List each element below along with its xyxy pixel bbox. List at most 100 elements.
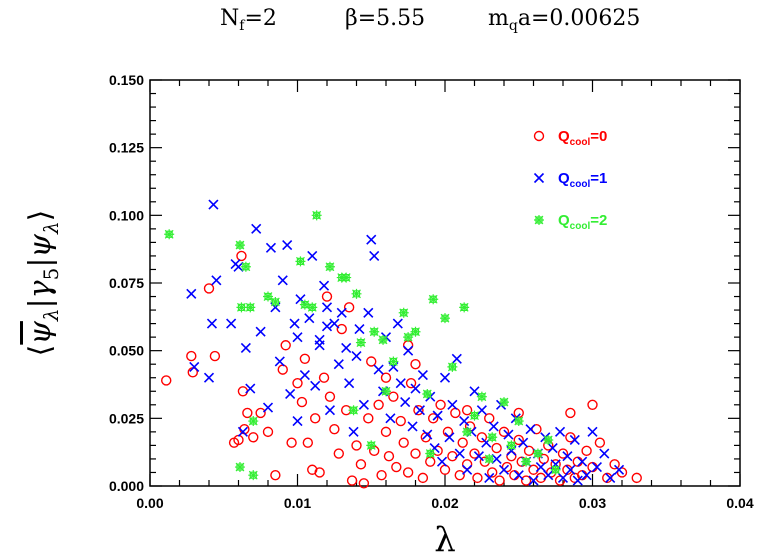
data-point-series-1 <box>454 448 465 459</box>
y-axis-label: ⟨ψλ|γ5|ψλ⟩ <box>23 210 63 357</box>
data-point-series-0 <box>314 467 325 478</box>
data-point-series-2 <box>245 302 256 313</box>
data-point-series-0 <box>447 451 458 462</box>
data-point-series-1 <box>562 451 573 462</box>
data-point-series-1 <box>336 307 347 318</box>
data-point-series-1 <box>321 302 333 313</box>
data-point-series-1 <box>395 378 406 389</box>
data-point-series-2 <box>487 432 498 443</box>
data-point-series-1 <box>324 405 336 416</box>
data-point-series-2 <box>234 240 245 251</box>
data-point-series-0 <box>602 472 613 484</box>
data-point-series-1 <box>211 275 222 286</box>
data-point-series-0 <box>270 469 281 481</box>
data-point-series-1 <box>189 361 200 372</box>
data-point-series-2 <box>164 229 175 240</box>
data-point-series-0 <box>292 377 303 389</box>
data-point-series-0 <box>491 442 502 454</box>
y-tick-label: 0.050 <box>109 343 144 359</box>
data-point-series-1 <box>554 426 566 437</box>
data-point-series-0 <box>402 467 414 478</box>
title-mq-sub: q <box>509 18 518 34</box>
data-point-series-0 <box>454 469 465 481</box>
data-point-series-2 <box>506 440 517 451</box>
x-tick-label: 0.02 <box>431 495 458 511</box>
data-point-series-2 <box>550 464 561 475</box>
data-point-series-2 <box>240 261 251 272</box>
data-point-series-2 <box>295 256 306 267</box>
data-point-series-2 <box>459 302 470 313</box>
data-point-series-2 <box>388 356 399 367</box>
x-tick-label: 0.03 <box>579 495 606 511</box>
data-point-series-2 <box>469 410 480 421</box>
data-point-series-0 <box>324 391 336 402</box>
y-tick-label: 0.125 <box>109 140 144 156</box>
data-point-series-0 <box>457 437 468 448</box>
data-point-series-1 <box>432 410 443 421</box>
data-point-series-0 <box>609 459 620 470</box>
data-point-series-0 <box>398 437 409 448</box>
data-point-series-1 <box>605 472 616 483</box>
svg-text:mqa=0.00625: mqa=0.00625 <box>488 6 640 34</box>
data-point-series-0 <box>554 475 566 486</box>
x-axis-label: λ <box>434 520 456 554</box>
data-point-series-0 <box>509 469 520 481</box>
data-point-series-0 <box>299 353 311 364</box>
title-beta: β=5.55 <box>345 6 425 31</box>
data-point-series-0 <box>343 302 355 313</box>
data-point-series-1 <box>547 443 558 454</box>
data-point-series-2 <box>447 361 458 372</box>
data-point-series-0 <box>535 472 547 484</box>
x-axis: 0.00 0.01 0.02 0.03 0.04 <box>136 80 754 511</box>
ylabel-lambda-2: λ <box>39 221 63 235</box>
data-point-series-1 <box>186 288 197 299</box>
legend-marker-0 <box>533 130 545 142</box>
data-point-series-0 <box>336 323 347 335</box>
data-point-series-1 <box>535 461 546 473</box>
data-point-series-1 <box>329 318 340 329</box>
data-point-series-0 <box>307 464 318 475</box>
data-point-series-1 <box>363 307 374 318</box>
x-tick-label: 0.00 <box>136 495 163 511</box>
data-point-series-1 <box>277 275 288 286</box>
data-point-series-0 <box>363 413 374 424</box>
legend-marker-1 <box>533 172 545 184</box>
y-tick-label: 0.075 <box>109 275 144 291</box>
data-point-series-2 <box>521 456 532 467</box>
title-nf-value: =2 <box>244 6 276 31</box>
data-point-series-0 <box>581 445 592 457</box>
data-point-series-1 <box>410 383 421 394</box>
data-point-series-0 <box>572 456 583 467</box>
data-point-series-1 <box>525 424 536 435</box>
data-point-series-0 <box>565 407 576 419</box>
data-point-series-1 <box>400 397 411 408</box>
data-point-series-0 <box>395 415 406 427</box>
data-point-series-1 <box>484 472 495 483</box>
data-point-series-0 <box>242 407 253 419</box>
plot-frame <box>149 79 741 487</box>
data-point-series-0 <box>520 475 532 486</box>
data-point-series-2 <box>499 397 509 408</box>
data-point-series-2 <box>513 416 524 427</box>
ylabel-psi: ψ <box>23 234 58 258</box>
ylabel-lambda-1: λ <box>39 308 63 322</box>
data-point-series-0 <box>461 405 473 416</box>
data-point-series-1 <box>245 383 256 394</box>
data-point-series-1 <box>436 456 448 467</box>
data-point-series-0 <box>318 372 330 383</box>
data-point-series-0 <box>435 399 446 410</box>
ylabel-close: ⟩ <box>23 210 58 222</box>
y-tick-label: 0.150 <box>109 72 144 88</box>
data-point-series-0 <box>565 432 576 443</box>
data-point-series-0 <box>587 461 598 473</box>
data-point-series-1 <box>565 464 576 475</box>
data-point-series-0 <box>531 423 542 435</box>
data-point-series-2 <box>425 448 436 459</box>
ylabel-five: 5 <box>39 268 63 281</box>
data-point-series-1 <box>274 356 285 367</box>
data-point-series-0 <box>494 475 505 486</box>
legend-label-1: Qcool=1 <box>558 170 607 190</box>
data-point-series-0 <box>476 432 488 443</box>
legend-label-2: Qcool=2 <box>558 212 607 232</box>
data-point-series-1 <box>414 405 425 416</box>
